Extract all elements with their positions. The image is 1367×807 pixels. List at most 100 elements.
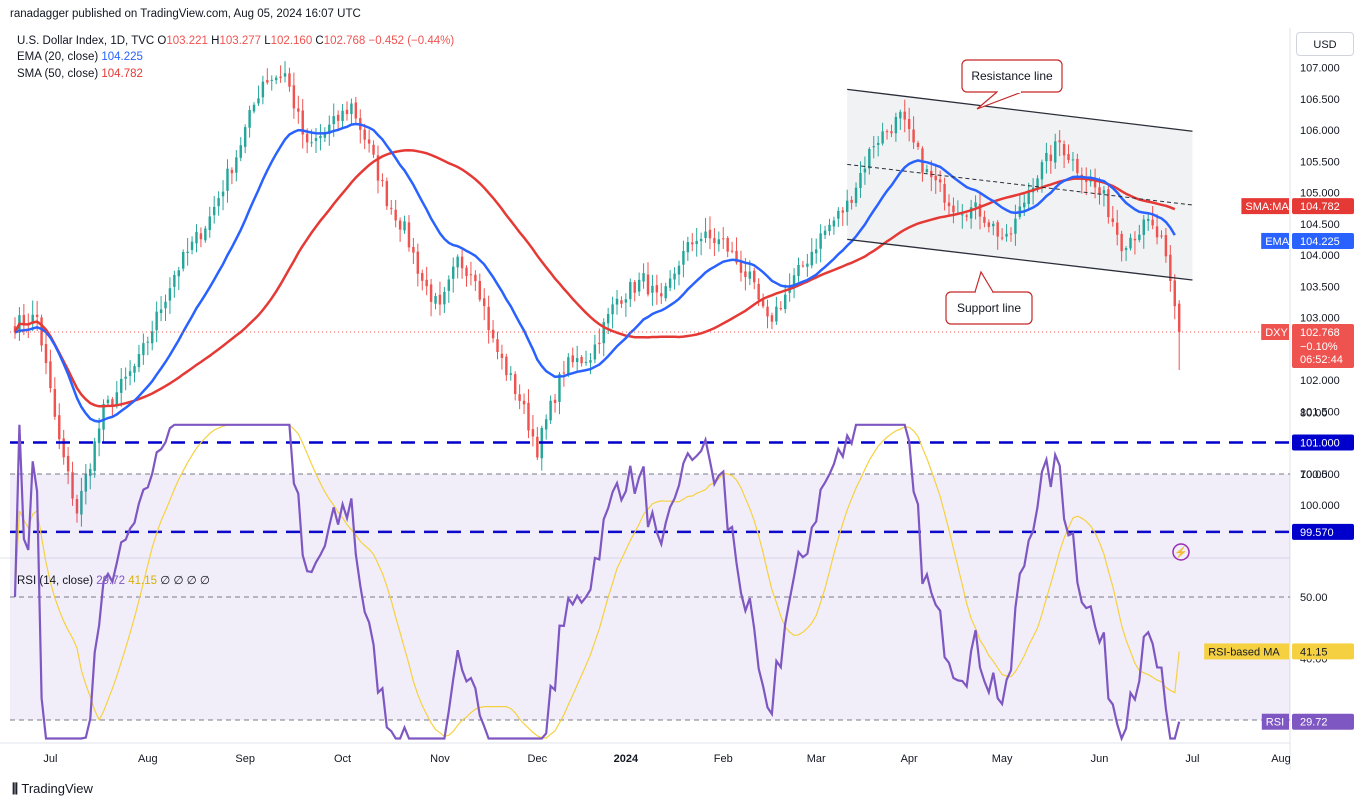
candle-body: [646, 274, 650, 295]
candle-body: [1115, 222, 1119, 235]
change-value: −0.452 (−0.44%): [368, 35, 455, 47]
candle-body: [965, 215, 968, 217]
currency-button[interactable]: USD: [1296, 32, 1354, 56]
time-tick-label: Mar: [807, 753, 826, 765]
chart-overlays: Resistance line Support line ⚡: [10, 59, 1290, 561]
candle: [44, 333, 48, 375]
time-tick-label: Apr: [901, 753, 918, 765]
rsi-tag-label-bg: [1204, 643, 1289, 660]
tradingview-logo[interactable]: ⫼ TradingView: [12, 781, 93, 797]
candle-body: [261, 81, 265, 98]
candle: [814, 238, 818, 264]
time-tick-label: Oct: [334, 753, 351, 765]
candle-body: [952, 205, 955, 213]
candle-body: [367, 139, 371, 144]
rsi-legend[interactable]: RSI (14, close) 29.72 41.15 ∅ ∅ ∅ ∅: [17, 573, 210, 587]
candle-body: [407, 222, 411, 248]
candle: [899, 109, 902, 130]
time-tick-label: Feb: [714, 753, 733, 765]
candle-body: [474, 274, 477, 282]
candle-body: [1054, 141, 1057, 163]
candle: [31, 300, 34, 332]
candle-body: [735, 250, 738, 263]
candle-body: [691, 242, 694, 245]
candle-body: [682, 251, 685, 265]
candle: [93, 437, 96, 478]
candle: [651, 274, 654, 306]
rsi-ma-line: [14, 424, 1180, 739]
candle-body: [509, 373, 512, 375]
candle-body: [881, 131, 884, 144]
sma-legend[interactable]: SMA (50, close) 104.782: [17, 68, 143, 80]
candle: [1146, 214, 1150, 231]
candle: [1045, 142, 1048, 174]
candle-body: [660, 293, 663, 297]
ema-legend-label: EMA (20, close): [17, 51, 99, 63]
candle: [544, 414, 548, 440]
candle-body: [500, 353, 504, 358]
candle-body: [726, 237, 729, 252]
candle-body: [934, 175, 937, 181]
candle: [120, 368, 123, 407]
candle: [934, 163, 937, 194]
price-tag-change: −0.10%: [1300, 341, 1338, 353]
open-value: 103.221: [166, 35, 208, 47]
candle: [496, 331, 499, 360]
candle: [106, 395, 110, 407]
candle: [637, 272, 641, 297]
candle: [1107, 184, 1110, 224]
candle-body: [425, 279, 428, 287]
candle-body: [151, 331, 154, 344]
candle-body: [195, 231, 198, 244]
candle: [677, 260, 681, 286]
candle-body: [1089, 180, 1092, 182]
candle-body: [482, 298, 486, 307]
candle: [199, 227, 203, 248]
candle-body: [518, 394, 521, 401]
candle-body: [916, 142, 920, 147]
high-value: 103.277: [219, 35, 262, 47]
ema-legend[interactable]: EMA (20, close) 104.225: [17, 51, 143, 63]
candle-body: [80, 490, 83, 515]
price-tick-label: 107.000: [1300, 63, 1340, 75]
candle-body: [553, 399, 557, 403]
candle-body: [385, 181, 389, 207]
candle: [806, 253, 809, 277]
candle: [62, 429, 65, 465]
price-tag-value: 102.768: [1300, 327, 1340, 339]
candle-body: [1049, 154, 1053, 162]
candle-body: [713, 238, 716, 244]
candle: [394, 199, 397, 228]
candle: [190, 236, 194, 255]
price-tag-label: EMA: [1265, 236, 1290, 248]
candle-body: [1005, 233, 1008, 237]
candle: [1142, 214, 1145, 249]
candle-body: [1169, 254, 1172, 281]
candle: [947, 194, 951, 216]
candle: [598, 328, 601, 354]
rsi-tag: RSI-based MA 41.15: [1204, 643, 1354, 660]
candle: [1085, 167, 1088, 196]
candle-body: [637, 279, 641, 292]
symbol-legend[interactable]: U.S. Dollar Index, 1D, TVC O103.221 H103…: [17, 35, 454, 47]
candle-body: [779, 308, 783, 310]
candle-body: [1160, 235, 1163, 237]
candle: [354, 96, 358, 124]
candle: [429, 278, 433, 317]
candle: [40, 314, 43, 352]
candle-body: [1045, 152, 1048, 162]
price-tag: EMA 104.225: [1261, 232, 1354, 249]
candle: [961, 204, 964, 229]
rsi-tag-value: 29.72: [1300, 717, 1328, 729]
candle-body: [536, 436, 539, 458]
candle: [434, 292, 437, 310]
candle-body: [460, 256, 464, 269]
candle: [323, 127, 327, 143]
candle-body: [44, 344, 48, 364]
candle: [53, 377, 57, 420]
candle-body: [686, 242, 690, 253]
candle: [1071, 151, 1075, 172]
candle-body: [792, 275, 796, 288]
candle-body: [75, 498, 79, 514]
